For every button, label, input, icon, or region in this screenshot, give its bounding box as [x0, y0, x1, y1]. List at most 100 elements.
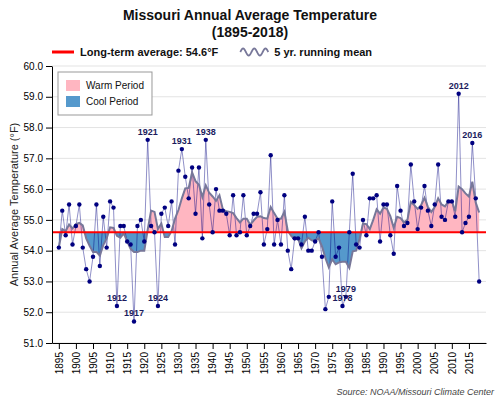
x-tick-label: 2015 — [464, 352, 475, 375]
grid-line — [52, 312, 486, 313]
grid-line — [52, 158, 486, 159]
point — [374, 193, 378, 197]
x-tick: 1905 — [88, 343, 99, 374]
x-tick-mark — [349, 343, 350, 349]
point — [152, 230, 156, 234]
point — [371, 196, 375, 200]
grid-line — [52, 343, 486, 344]
point — [316, 230, 320, 234]
annotations: 1912191719211924193119381978197920122016 — [107, 81, 482, 319]
point — [357, 245, 361, 249]
point — [221, 208, 225, 212]
x-tick: 1980 — [344, 343, 355, 374]
point — [392, 252, 396, 256]
point — [337, 245, 341, 249]
point — [299, 242, 303, 246]
x-tick-label: 1940 — [207, 352, 218, 375]
point — [122, 224, 126, 228]
point — [125, 239, 129, 243]
point — [439, 215, 443, 219]
point — [412, 199, 416, 203]
source-note: Source: NOAA/Missouri Climate Center — [336, 387, 495, 397]
area-group — [59, 232, 479, 268]
y-tick: 51.0 — [24, 338, 52, 349]
point — [234, 233, 238, 237]
y-tick: 53.0 — [24, 276, 52, 287]
point — [156, 304, 160, 308]
x-tick-mark — [93, 343, 94, 349]
legend-swatch — [66, 80, 80, 91]
point — [176, 168, 180, 172]
point — [200, 236, 204, 240]
x-tick: 1975 — [327, 343, 338, 374]
point — [159, 212, 163, 216]
point — [81, 245, 85, 249]
grid-line — [52, 127, 486, 128]
x-tick-label: 1905 — [88, 352, 99, 375]
reference-line — [52, 231, 486, 233]
x-tick-label: 2000 — [412, 352, 423, 375]
legend-swatch — [66, 96, 80, 107]
point — [303, 215, 307, 219]
annotation: 2016 — [462, 130, 482, 140]
point — [210, 230, 214, 234]
title-line: Missouri Annual Average Temperature — [123, 7, 377, 23]
title: Missouri Annual Average Temperature(1895… — [123, 7, 377, 40]
point — [108, 199, 112, 203]
y-tick: 60.0 — [24, 61, 52, 72]
x-tick: 1940 — [207, 343, 218, 374]
y-tick-label: 56.0 — [24, 184, 44, 195]
legend: Warm PeriodCool Period — [58, 72, 152, 115]
x-tick: 1945 — [224, 343, 235, 374]
y-tick: 56.0 — [24, 184, 52, 195]
x-tick: 1960 — [276, 343, 287, 374]
y-tick: 58.0 — [24, 122, 52, 133]
x-tick-mark — [110, 343, 111, 349]
point — [398, 208, 402, 212]
x-tick: 1920 — [139, 343, 150, 374]
x-tick-label: 1945 — [224, 352, 235, 375]
point — [258, 190, 262, 194]
point — [347, 230, 351, 234]
point — [166, 224, 170, 228]
point — [173, 242, 177, 246]
header-key: Long-term average: 54.6°F5 yr. running m… — [52, 46, 372, 58]
point — [429, 224, 433, 228]
point — [101, 215, 105, 219]
x-tick-mark — [196, 343, 197, 349]
point — [402, 224, 406, 228]
y-tick-label: 58.0 — [24, 122, 44, 133]
y-tick-mark — [46, 97, 52, 98]
x-tick-label: 2010 — [447, 352, 458, 375]
point — [405, 221, 409, 225]
point — [327, 295, 331, 299]
point — [98, 264, 102, 268]
annotation: 1924 — [148, 293, 168, 303]
point — [272, 242, 276, 246]
x-axis-line — [53, 343, 487, 344]
point — [378, 239, 382, 243]
area — [59, 172, 479, 232]
y-tick-label: 57.0 — [24, 153, 44, 164]
x-tick: 1955 — [259, 343, 270, 374]
y-tick-mark — [46, 189, 52, 190]
point — [330, 199, 334, 203]
point — [84, 267, 88, 271]
x-tick: 2015 — [464, 343, 475, 374]
point — [433, 202, 437, 206]
x-tick-label: 1895 — [54, 352, 65, 375]
x-tick-mark — [435, 343, 436, 349]
y-tick-label: 55.0 — [24, 215, 44, 226]
x-tick-label: 1980 — [344, 352, 355, 375]
point — [149, 224, 153, 228]
point — [262, 242, 266, 246]
point — [214, 187, 218, 191]
point — [241, 193, 245, 197]
y-axis-title: Annual Average Temperature (°F) — [8, 123, 20, 287]
x-tick-label: 1950 — [241, 352, 252, 375]
annotation: 1979 — [336, 284, 356, 294]
point — [450, 199, 454, 203]
y-tick-mark — [46, 251, 52, 252]
point — [204, 138, 208, 142]
legend-label: Cool Period — [86, 96, 138, 107]
